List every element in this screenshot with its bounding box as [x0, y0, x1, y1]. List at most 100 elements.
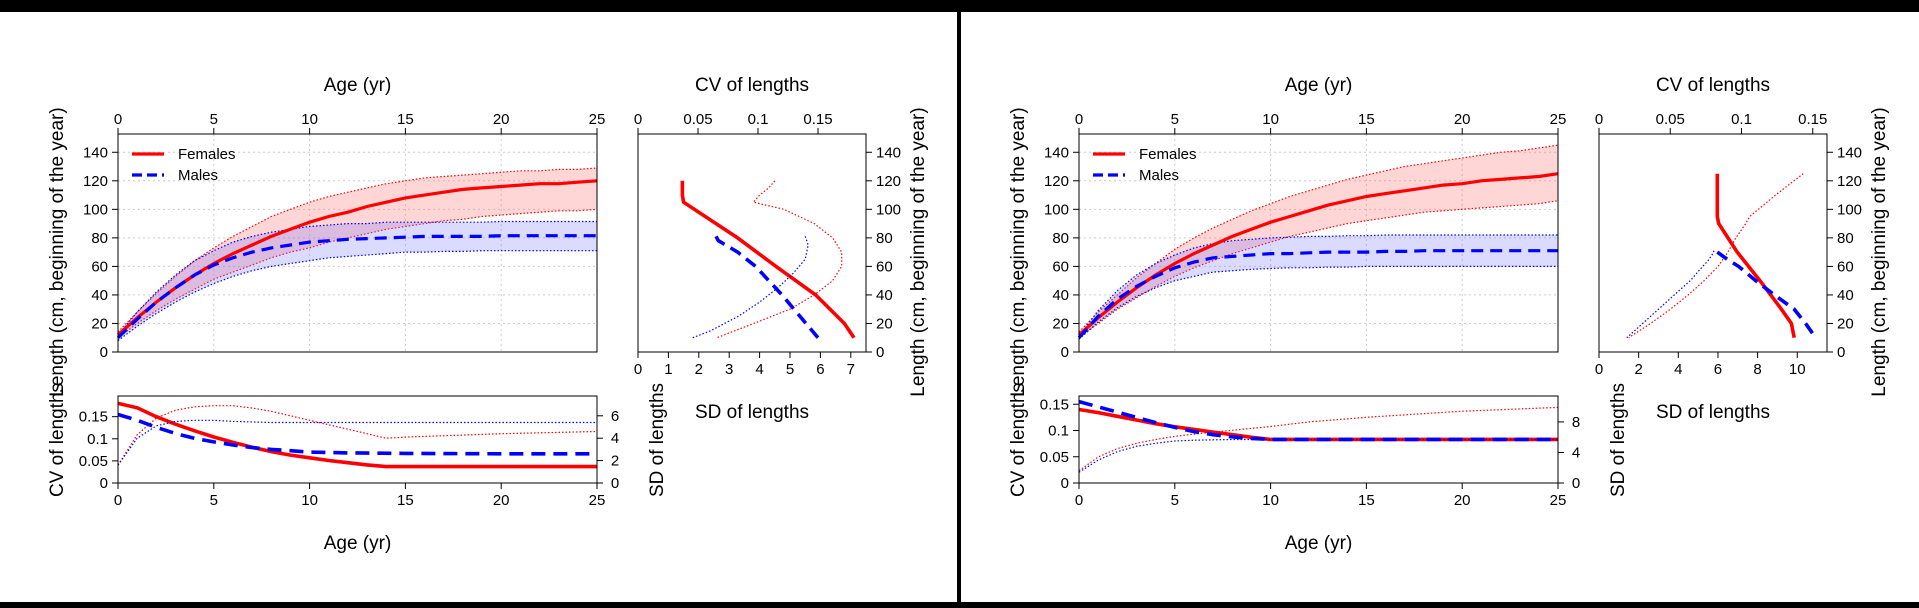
fig2-growth-ytick-label: 140: [1044, 144, 1069, 161]
fig1-side-ytick-label: 60: [876, 258, 893, 275]
fig2-side-sd-tick-label: 2: [1634, 361, 1642, 378]
fig1-side-cv-tick-label: 0.15: [803, 111, 832, 128]
fig1-growth-xtick-label: 20: [493, 111, 510, 128]
fig2-growth-legend: Females Males: [1093, 146, 1197, 184]
fig1-growth-ytick-label: 40: [91, 287, 108, 304]
fig1-growth-xtick-label: 15: [397, 111, 414, 128]
fig1-side-sd-tick-label: 5: [786, 361, 794, 378]
fig2-side-cv-label: CV of lengths: [1656, 75, 1770, 96]
fig2-growth-line-males: [1077, 249, 1558, 339]
fig2-cv-plot: 0 5 10 15 20 25 Age (yr) 0 0.05 0.1 0.15 CV of leng…: [1008, 383, 1629, 554]
fig2-side-cv-tick-label: 0.05: [1656, 111, 1685, 128]
fig1-cv-xtick-label: 15: [397, 492, 414, 509]
fig2-growth-lower-males: [1078, 265, 1558, 340]
fig2-cv-xtick-label: 5: [1171, 492, 1179, 509]
fig1-growth-plot: 0 5 10 15 20 25 Age (yr) 0 20 40 60 80 100 120 140 Leng…: [47, 75, 605, 397]
fig1-cv-frame: [117, 395, 598, 484]
fig2-growth-ytick-label: 60: [1052, 258, 1069, 275]
fig2-cv-frame: [1078, 395, 1559, 484]
fig2-growth-xtick-label: 25: [1550, 111, 1567, 128]
fig1-cv-sd-tick-label: 0: [611, 475, 619, 492]
fig1-side-ylabel: Length (cm, beginning of the year): [908, 107, 929, 396]
fig2-side-sd-tick-label: 0: [1595, 361, 1603, 378]
fig2-cv-ytick-label: 0.1: [1048, 423, 1069, 440]
fig1-side-ytick-label: 20: [876, 315, 893, 332]
fig2-side-frame: [1598, 133, 1828, 353]
fig1-growth-ytick-label: 120: [83, 173, 108, 190]
fig2-side-cv-tick-label: 0: [1595, 111, 1603, 128]
fig1-side-sd-tick-label: 4: [755, 361, 763, 378]
fig2-side-sd-tick-label: 10: [1789, 361, 1806, 378]
fig2-side-plot: 0 0.05 0.1 0.15 CV of lengths 0 2 4 6 8 10 SD of le…: [1595, 75, 1890, 423]
fig2-side-sd-tick-label: 4: [1674, 361, 1682, 378]
fig1-growth-band-females: [118, 168, 597, 338]
fig1-side-sd-tick-label: 6: [816, 361, 824, 378]
fig2-side-ytick-label: 100: [1837, 201, 1862, 218]
fig2-growth-xtick-label: 0: [1075, 111, 1083, 128]
fig1-legend-label-males: Males: [178, 167, 218, 184]
left-figure-panel: 0 5 10 15 20 25 Age (yr) 0 20 40 60 80 100 120 140 Leng…: [0, 12, 957, 602]
fig1-side-cv-label: CV of lengths: [695, 75, 809, 96]
fig2-side-line-females-cv: [1715, 173, 1796, 339]
fig1-side-sd-tick-label: 2: [695, 361, 703, 378]
fig1-side-sd-tick-label: 3: [725, 361, 733, 378]
fig2-growth-ytick-label: 20: [1052, 315, 1069, 332]
fig1-cv-ytick-label: 0: [100, 475, 108, 492]
fig2-growth-ytick-label: 120: [1044, 173, 1069, 190]
fig1-cv-xtick-label: 5: [210, 492, 218, 509]
fig2-side-sd-tick-label: 6: [1714, 361, 1722, 378]
fig2-side-ytick-label: 80: [1837, 230, 1854, 247]
fig2-growth-upper-males: [1078, 234, 1558, 337]
fig2-growth-ytick-label: 0: [1061, 344, 1069, 361]
fig2-growth-xtick-label: 5: [1171, 111, 1179, 128]
fig2-cv-xtick-label: 15: [1358, 492, 1375, 509]
fig1-side-frame: [637, 133, 867, 353]
fig2-side-ytick-label: 120: [1837, 173, 1862, 190]
fig2-cv-line-females-cv: [1078, 407, 1558, 442]
fig1-cv-xtick-label: 10: [301, 492, 318, 509]
fig1-growth-legend: Females Males: [132, 146, 236, 184]
fig2-cv-ytick-label: 0.15: [1040, 396, 1069, 413]
fig1-side-cv-tick-label: 0.05: [683, 111, 712, 128]
fig1-side-ytick-label: 100: [876, 201, 901, 218]
fig1-growth-line-males: [116, 234, 597, 339]
fig2-growth-xtick-label: 10: [1262, 111, 1279, 128]
fig1-cv-line-males-cv: [117, 412, 597, 456]
fig1-side-ytick-label: 0: [876, 344, 884, 361]
fig2-side-sd-label: SD of lengths: [1656, 402, 1770, 423]
fig2-cv-ytick-label: 0: [1061, 475, 1069, 492]
fig2-cv-line-females-sd: [1078, 406, 1559, 472]
fig1-growth-ytick-label: 100: [83, 201, 108, 218]
fig1-growth-xtick-label: 0: [114, 111, 122, 128]
fig1-side-ytick-label: 80: [876, 230, 893, 247]
fig2-legend-label-males: Males: [1139, 167, 1179, 184]
fig1-side-ytick-label: 40: [876, 287, 893, 304]
fig1-cv-ylabel: CV of lengths: [47, 383, 68, 497]
fig2-growth-xtick-label: 20: [1454, 111, 1471, 128]
fig1-side-sd-tick-label: 0: [634, 361, 642, 378]
fig1-cv-xlabel: Age (yr): [324, 533, 392, 554]
fig2-growth-band-females: [1079, 145, 1558, 338]
fig2-side-line-males-sd: [1626, 250, 1715, 339]
fig1-cv-ytick-label: 0.15: [79, 409, 108, 426]
fig1-growth-xtick-label: 25: [589, 111, 606, 128]
fig2-cv-line-males-sd: [1078, 438, 1558, 473]
fig2-cv-xtick-label: 0: [1075, 492, 1083, 509]
fig1-growth-ytick-label: 140: [83, 144, 108, 161]
fig1-side-ytick-label: 120: [876, 173, 901, 190]
fig1-growth-ytick-label: 80: [91, 230, 108, 247]
fig2-side-cv-tick-label: 0.15: [1798, 111, 1827, 128]
fig1-side-plot: 0 0.05 0.1 0.15 CV of lengths 0 1 2 3 4 5 6 7 SD of l…: [634, 75, 929, 423]
fig1-side-line-females-sd: [716, 180, 843, 339]
fig2-side-line-males-cv: [1716, 250, 1818, 339]
fig1-side-cv-tick-label: 0.1: [748, 111, 769, 128]
fig1-growth-frame: [117, 133, 598, 353]
right-figure-panel: 0 5 10 15 20 25 Age (yr) 0 20 40 60 80 100 120 140 Leng…: [961, 12, 1919, 602]
fig2-growth-ylabel: Length (cm, beginning of the year): [1008, 107, 1029, 396]
fig2-side-line-females-sd: [1628, 173, 1804, 339]
fig2-side-ytick-label: 140: [1837, 144, 1862, 161]
fig1-growth-lower-females: [117, 208, 598, 339]
